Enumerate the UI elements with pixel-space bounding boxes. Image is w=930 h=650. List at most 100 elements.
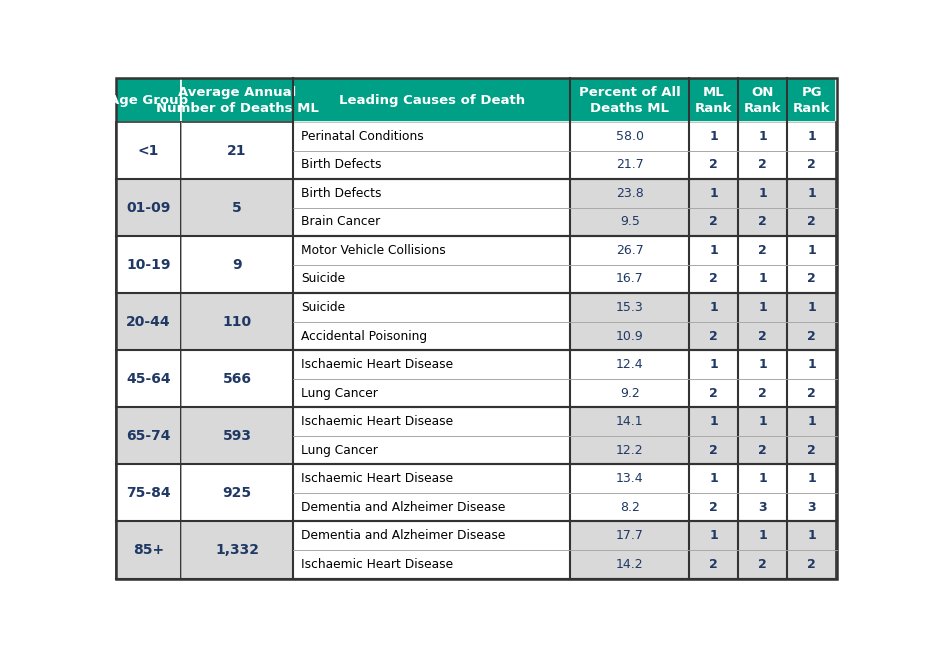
Bar	[689, 293, 738, 322]
Bar	[689, 436, 738, 464]
Text: 1: 1	[758, 187, 767, 200]
Bar	[788, 521, 836, 550]
Bar	[116, 122, 181, 179]
Bar	[738, 550, 788, 578]
Text: 23.8: 23.8	[616, 187, 644, 200]
Bar	[293, 436, 570, 464]
Bar	[738, 151, 788, 179]
Text: 12.2: 12.2	[616, 443, 644, 456]
Text: 1: 1	[710, 187, 718, 200]
Text: 2: 2	[758, 443, 767, 456]
Text: Suicide: Suicide	[301, 301, 346, 314]
Text: 2: 2	[807, 159, 817, 172]
Bar	[689, 236, 738, 265]
Text: 2: 2	[710, 387, 718, 400]
Bar	[293, 207, 570, 236]
Text: 2: 2	[758, 558, 767, 571]
Text: ML
Rank: ML Rank	[695, 86, 733, 114]
Bar	[738, 122, 788, 151]
Text: 1: 1	[710, 244, 718, 257]
Text: 58.0: 58.0	[616, 130, 644, 143]
Bar	[293, 521, 570, 550]
Bar	[570, 293, 689, 322]
Bar	[116, 350, 181, 408]
Text: 16.7: 16.7	[616, 272, 644, 285]
Bar	[570, 464, 689, 493]
Text: 566: 566	[222, 372, 251, 386]
Bar	[689, 521, 738, 550]
Bar	[570, 207, 689, 236]
Text: Perinatal Conditions: Perinatal Conditions	[301, 130, 424, 143]
Bar	[181, 464, 293, 521]
Bar	[788, 293, 836, 322]
Text: Dementia and Alzheimer Disease: Dementia and Alzheimer Disease	[301, 529, 506, 542]
Text: Age Group: Age Group	[109, 94, 188, 107]
Bar	[788, 179, 836, 207]
Text: 2: 2	[758, 244, 767, 257]
Text: 45-64: 45-64	[126, 372, 171, 386]
Bar	[181, 521, 293, 578]
Bar	[788, 236, 836, 265]
Bar	[181, 179, 293, 236]
Bar	[116, 236, 181, 293]
Bar	[293, 379, 570, 408]
Bar	[293, 179, 570, 207]
Bar	[738, 293, 788, 322]
Text: 1: 1	[710, 358, 718, 371]
Text: 110: 110	[222, 315, 251, 329]
Bar	[293, 78, 570, 122]
Text: Percent of All
Deaths ML: Percent of All Deaths ML	[578, 86, 681, 114]
Text: Ischaemic Heart Disease: Ischaemic Heart Disease	[301, 415, 454, 428]
Bar	[181, 122, 293, 179]
Text: 1,332: 1,332	[215, 543, 259, 557]
Bar	[689, 550, 738, 578]
Bar	[689, 464, 738, 493]
Text: Dementia and Alzheimer Disease: Dementia and Alzheimer Disease	[301, 500, 506, 514]
Text: <1: <1	[138, 144, 159, 157]
Bar	[738, 78, 788, 122]
Text: Accidental Poisoning: Accidental Poisoning	[301, 330, 428, 343]
Bar	[788, 322, 836, 350]
Bar	[689, 78, 738, 122]
Bar	[738, 322, 788, 350]
Bar	[181, 350, 293, 408]
Text: Lung Cancer: Lung Cancer	[301, 387, 379, 400]
Bar	[738, 350, 788, 379]
Bar	[689, 322, 738, 350]
Text: 1: 1	[807, 472, 817, 485]
Bar	[570, 408, 689, 436]
Bar	[570, 322, 689, 350]
Text: 2: 2	[710, 215, 718, 228]
Text: 2: 2	[710, 272, 718, 285]
Text: 3: 3	[759, 500, 767, 514]
Text: Ischaemic Heart Disease: Ischaemic Heart Disease	[301, 358, 454, 371]
Bar	[788, 493, 836, 521]
Text: 2: 2	[807, 330, 817, 343]
Text: 1: 1	[758, 415, 767, 428]
Text: 9.2: 9.2	[620, 387, 640, 400]
Bar	[689, 493, 738, 521]
Text: 9: 9	[232, 257, 242, 272]
Bar	[293, 293, 570, 322]
Bar	[181, 293, 293, 350]
Bar	[738, 179, 788, 207]
Bar	[689, 350, 738, 379]
Bar	[570, 122, 689, 151]
Bar	[293, 265, 570, 293]
Bar	[738, 521, 788, 550]
Bar	[570, 151, 689, 179]
Text: 2: 2	[807, 272, 817, 285]
Text: Ischaemic Heart Disease: Ischaemic Heart Disease	[301, 472, 454, 485]
Text: 65-74: 65-74	[126, 429, 171, 443]
Text: 75-84: 75-84	[126, 486, 171, 500]
Text: 2: 2	[807, 443, 817, 456]
Bar	[116, 293, 181, 350]
Bar	[788, 436, 836, 464]
Text: 2: 2	[758, 387, 767, 400]
Text: 01-09: 01-09	[126, 201, 171, 214]
Bar	[689, 207, 738, 236]
Text: 21: 21	[227, 144, 246, 157]
Text: 1: 1	[710, 415, 718, 428]
Text: Suicide: Suicide	[301, 272, 346, 285]
Text: 1: 1	[807, 301, 817, 314]
